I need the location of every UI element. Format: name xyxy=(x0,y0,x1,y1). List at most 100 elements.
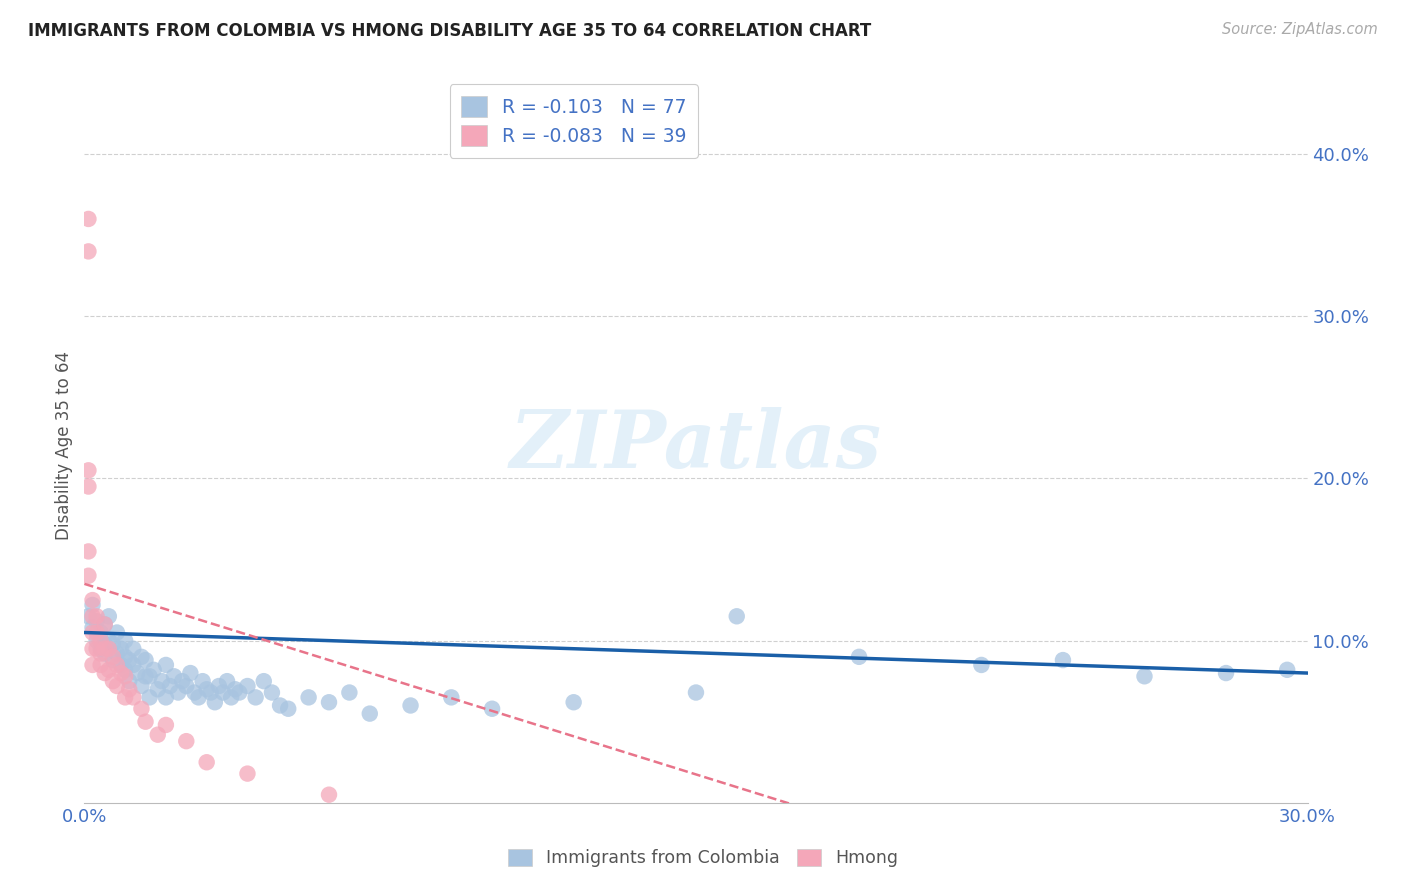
Point xyxy=(82,641,104,656)
Point xyxy=(187,690,209,705)
Point xyxy=(155,718,177,732)
Legend: Immigrants from Colombia, Hmong: Immigrants from Colombia, Hmong xyxy=(501,842,905,874)
Point xyxy=(155,657,177,672)
Point xyxy=(97,633,120,648)
Point xyxy=(101,653,124,667)
Point xyxy=(298,690,321,705)
Point xyxy=(167,685,190,699)
Point xyxy=(86,633,108,648)
Point xyxy=(118,674,141,689)
Point xyxy=(318,788,340,802)
Point xyxy=(118,653,141,667)
Point xyxy=(90,647,112,661)
Point xyxy=(155,690,177,705)
Point xyxy=(77,479,100,493)
Point xyxy=(110,641,132,656)
Point xyxy=(82,593,104,607)
Y-axis label: Disability Age 35 to 64: Disability Age 35 to 64 xyxy=(55,351,73,541)
Point xyxy=(114,690,136,705)
Point xyxy=(1215,666,1237,681)
Point xyxy=(114,633,136,648)
Point xyxy=(122,690,145,705)
Point xyxy=(131,679,153,693)
Point xyxy=(135,653,157,667)
Point xyxy=(82,609,104,624)
Point xyxy=(1052,653,1074,667)
Point xyxy=(101,674,124,689)
Point xyxy=(174,679,197,693)
Point xyxy=(77,609,100,624)
Point xyxy=(86,614,108,628)
Point xyxy=(77,244,100,259)
Point xyxy=(118,682,141,697)
Point xyxy=(399,698,422,713)
Point xyxy=(195,756,218,770)
Point xyxy=(86,609,108,624)
Point xyxy=(131,702,153,716)
Point xyxy=(135,714,157,729)
Point xyxy=(93,617,115,632)
Point xyxy=(93,666,115,681)
Point xyxy=(82,657,104,672)
Point xyxy=(97,641,120,656)
Point xyxy=(339,685,361,699)
Text: IMMIGRANTS FROM COLOMBIA VS HMONG DISABILITY AGE 35 TO 64 CORRELATION CHART: IMMIGRANTS FROM COLOMBIA VS HMONG DISABI… xyxy=(28,22,872,40)
Text: Source: ZipAtlas.com: Source: ZipAtlas.com xyxy=(1222,22,1378,37)
Point xyxy=(212,685,235,699)
Point xyxy=(183,685,205,699)
Point xyxy=(245,690,267,705)
Point xyxy=(131,649,153,664)
Point xyxy=(138,690,160,705)
Point xyxy=(90,657,112,672)
Point xyxy=(208,679,231,693)
Point xyxy=(228,685,250,699)
Point xyxy=(97,609,120,624)
Point xyxy=(318,695,340,709)
Point xyxy=(77,211,100,226)
Point xyxy=(114,649,136,664)
Point xyxy=(481,702,503,716)
Point xyxy=(146,682,169,697)
Point xyxy=(122,641,145,656)
Point xyxy=(114,663,136,677)
Point xyxy=(172,674,194,689)
Point xyxy=(90,633,112,648)
Point xyxy=(1133,669,1156,683)
Point xyxy=(90,641,112,656)
Point xyxy=(77,463,100,477)
Point xyxy=(93,637,115,651)
Point xyxy=(90,625,112,640)
Point xyxy=(77,544,100,558)
Point xyxy=(105,647,128,661)
Point xyxy=(204,695,226,709)
Point xyxy=(93,641,115,656)
Point xyxy=(725,609,748,624)
Point xyxy=(260,685,283,699)
Legend: R = -0.103   N = 77, R = -0.083   N = 39: R = -0.103 N = 77, R = -0.083 N = 39 xyxy=(450,85,697,158)
Point xyxy=(236,679,259,693)
Point xyxy=(127,666,149,681)
Point xyxy=(101,637,124,651)
Point xyxy=(86,625,108,640)
Text: ZIPatlas: ZIPatlas xyxy=(510,408,882,484)
Point xyxy=(685,685,707,699)
Point xyxy=(82,621,104,635)
Point xyxy=(135,669,157,683)
Point xyxy=(97,663,120,677)
Point xyxy=(110,666,132,681)
Point xyxy=(236,766,259,780)
Point xyxy=(110,657,132,672)
Point xyxy=(86,641,108,656)
Point xyxy=(159,679,181,693)
Point xyxy=(146,728,169,742)
Point xyxy=(277,702,299,716)
Point xyxy=(93,647,115,661)
Point xyxy=(105,679,128,693)
Point xyxy=(562,695,585,709)
Point xyxy=(195,682,218,697)
Point xyxy=(114,669,136,683)
Point xyxy=(138,669,160,683)
Point xyxy=(219,690,242,705)
Point xyxy=(269,698,291,713)
Point xyxy=(200,685,222,699)
